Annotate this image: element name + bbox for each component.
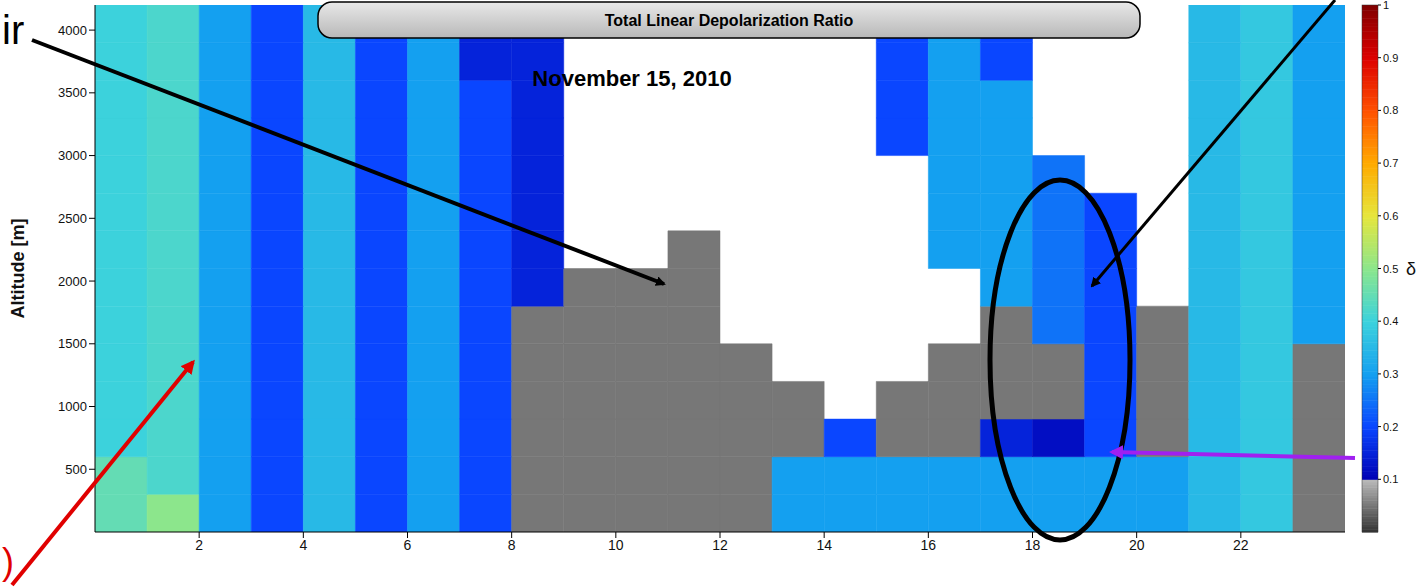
svg-text:ir: ir <box>2 8 24 52</box>
svg-text:14: 14 <box>816 537 832 553</box>
svg-text:0.3: 0.3 <box>1383 368 1398 380</box>
svg-text:2500: 2500 <box>58 211 87 226</box>
svg-text:0.7: 0.7 <box>1383 157 1398 169</box>
svg-text:20: 20 <box>1129 537 1145 553</box>
svg-text:1000: 1000 <box>58 399 87 414</box>
svg-text:0.8: 0.8 <box>1383 104 1398 116</box>
svg-text:12: 12 <box>712 537 728 553</box>
svg-text:Total Linear Depolarization Ra: Total Linear Depolarization Ratio <box>605 12 854 29</box>
svg-text:0.9: 0.9 <box>1383 52 1398 64</box>
svg-text:0.6: 0.6 <box>1383 210 1398 222</box>
svg-text:10: 10 <box>608 537 624 553</box>
svg-text:): ) <box>2 541 14 582</box>
svg-text:November 15, 2010: November 15, 2010 <box>532 66 731 91</box>
svg-text:0.1: 0.1 <box>1383 473 1398 485</box>
svg-text:0.2: 0.2 <box>1383 421 1398 433</box>
svg-text:18: 18 <box>1025 537 1041 553</box>
svg-text:16: 16 <box>921 537 937 553</box>
svg-text:0.4: 0.4 <box>1383 315 1398 327</box>
svg-text:22: 22 <box>1233 537 1249 553</box>
svg-text:6: 6 <box>404 537 412 553</box>
svg-text:Altitude [m]: Altitude [m] <box>8 219 28 319</box>
svg-text:8: 8 <box>508 537 516 553</box>
svg-text:1500: 1500 <box>58 336 87 351</box>
svg-text:0.5: 0.5 <box>1383 263 1398 275</box>
svg-text:4000: 4000 <box>58 23 87 38</box>
svg-text:1: 1 <box>1383 0 1389 11</box>
svg-text:δ: δ <box>1406 259 1416 279</box>
svg-text:2: 2 <box>195 537 203 553</box>
svg-text:3500: 3500 <box>58 85 87 100</box>
svg-text:3000: 3000 <box>58 148 87 163</box>
svg-text:2000: 2000 <box>58 274 87 289</box>
svg-text:500: 500 <box>65 462 87 477</box>
svg-text:4: 4 <box>299 537 307 553</box>
